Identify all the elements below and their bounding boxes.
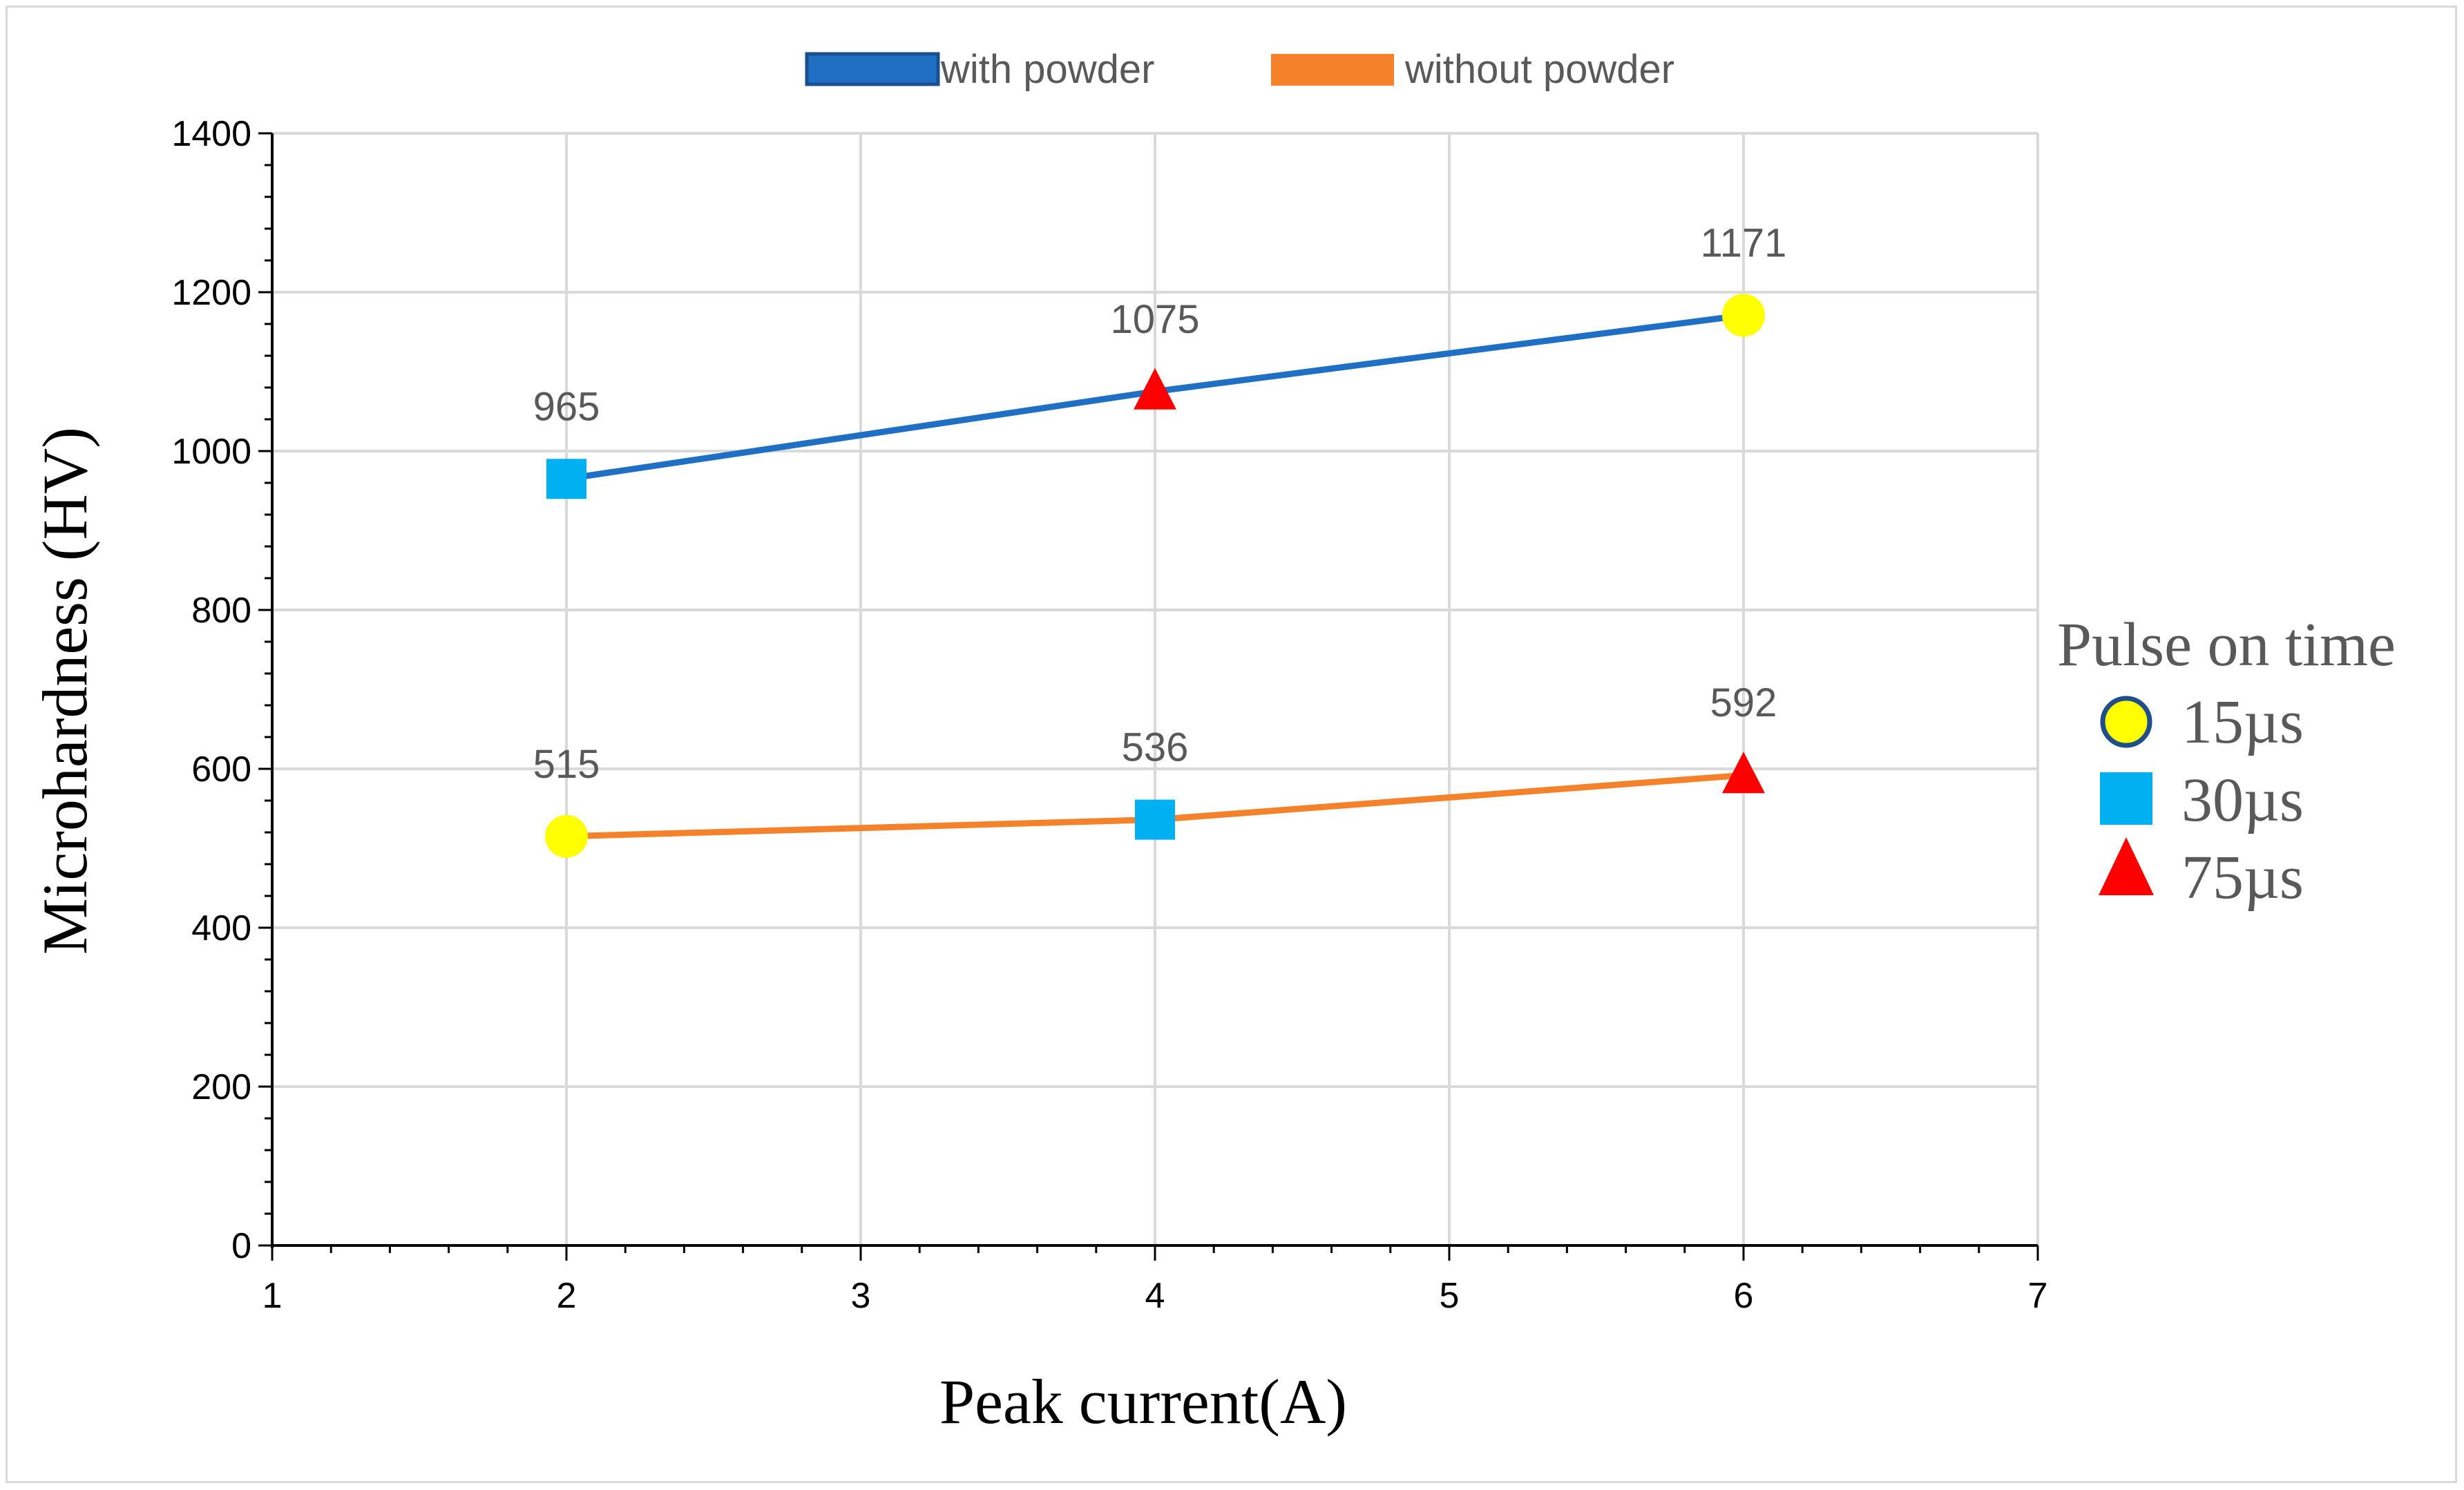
x-tick-label: 2: [557, 1276, 577, 1316]
x-tick-label: 5: [1440, 1276, 1460, 1316]
data-label: 515: [533, 742, 600, 787]
x-tick-label: 6: [1734, 1276, 1754, 1316]
marker-legend-square-icon: [2100, 772, 2152, 825]
legend-swatch-with-powder: [805, 52, 940, 86]
y-tick-label: 1000: [171, 432, 251, 472]
data-label: 536: [1122, 725, 1189, 770]
y-tick-label: 400: [191, 908, 251, 948]
data-label: 1075: [1110, 297, 1199, 342]
x-tick-label: 4: [1145, 1276, 1165, 1316]
series-legend: with powder without powder: [805, 47, 1674, 92]
legend-label-with-powder: with powder: [940, 47, 1154, 92]
data-label: 1171: [1701, 220, 1787, 265]
data-point-triangle: [1722, 752, 1765, 794]
data-point-square: [1135, 799, 1175, 840]
y-tick-label: 1400: [171, 114, 251, 154]
x-tick-label: 1: [262, 1276, 283, 1316]
y-tick-label: 1200: [171, 273, 251, 313]
grid-lines: [272, 132, 2039, 1245]
axes: [258, 132, 2039, 1261]
data-markers: [545, 294, 1765, 858]
y-tick-label: 600: [191, 749, 251, 790]
data-point-square: [546, 459, 586, 499]
marker-legend-label-15: 15µs: [2181, 688, 2304, 756]
x-tick-label: 3: [851, 1276, 871, 1316]
marker-legend: Pulse on time 15µs 30µs 75µs: [2057, 611, 2396, 912]
legend-swatch-without-powder: [1271, 54, 1394, 86]
y-axis-title: Microhardness (HV): [30, 427, 100, 955]
chart-frame: [6, 6, 2457, 1483]
legend-label-without-powder: without powder: [1404, 47, 1674, 92]
marker-legend-title: Pulse on time: [2057, 611, 2396, 679]
x-axis-title: Peak current(A): [939, 1366, 1347, 1437]
data-label: 965: [533, 384, 600, 429]
data-point-triangle: [1134, 367, 1176, 410]
y-tick-label: 800: [191, 591, 251, 631]
x-tick-label: 7: [2028, 1276, 2048, 1316]
data-point-circle: [545, 814, 588, 858]
y-tick-label: 0: [231, 1226, 251, 1266]
data-point-circle: [1722, 294, 1765, 337]
marker-legend-label-75: 75µs: [2181, 843, 2304, 912]
data-labels: 965 1075 1171 515 536 592: [533, 220, 1787, 786]
marker-legend-triangle-icon: [2099, 837, 2154, 895]
y-tick-label: 200: [191, 1067, 251, 1107]
marker-legend-circle-icon: [2100, 696, 2152, 748]
data-label: 592: [1710, 680, 1777, 725]
marker-legend-label-30: 30µs: [2181, 766, 2304, 834]
tick-labels: 0 200 400 600 800 1000 1200 1400 1 2 3 4 5 6 7: [171, 114, 2047, 1316]
